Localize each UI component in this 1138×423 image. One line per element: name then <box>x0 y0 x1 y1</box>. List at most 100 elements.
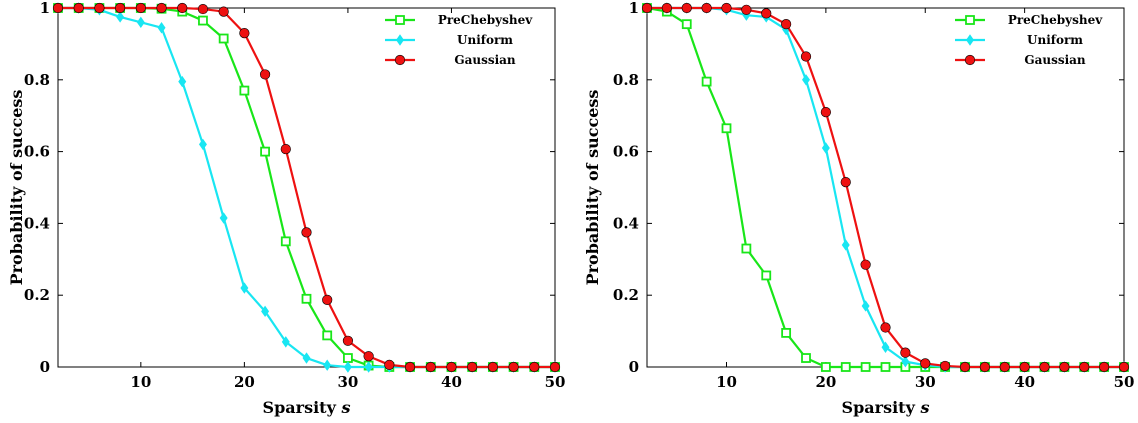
uniform-diamond-marker <box>364 361 373 373</box>
gaussian-circle-marker <box>701 2 712 14</box>
prechebyshev-square-marker <box>701 76 712 87</box>
prechebyshev-square-marker <box>198 15 208 26</box>
legend-label-prechebyshev: PreChebyshev <box>1008 13 1103 27</box>
gaussian-circle-marker <box>959 361 971 373</box>
y-tick-label: 0.8 <box>613 71 639 89</box>
uniform-diamond-marker <box>157 22 166 34</box>
y-tick-label: 1 <box>629 0 639 17</box>
chart-panel-1: 10 20 30 40 50 0 0.2 0.4 0.6 0.8 1 Sparsity s Probab… <box>7 0 565 417</box>
gaussian-circle-marker <box>259 69 271 80</box>
legend-entry-uniform: Uniform <box>385 33 513 47</box>
gaussian-circle-marker <box>860 259 871 270</box>
legend-gaussian-circle-marker <box>394 54 406 66</box>
uniform-diamond-marker <box>116 11 125 23</box>
uniform-diamond-marker <box>841 239 850 251</box>
y-tick-label: 0.4 <box>613 214 639 232</box>
gaussian-circle-marker <box>52 2 64 14</box>
gaussian-circle-marker <box>840 177 851 188</box>
uniform-diamond-marker <box>281 336 290 348</box>
uniform-diamond-marker <box>261 305 270 318</box>
gaussian-circle-marker <box>446 361 457 373</box>
prechebyshev-square-marker <box>239 85 250 96</box>
gaussian-circle-marker <box>467 361 478 373</box>
gaussian-circle-marker <box>761 8 772 19</box>
plot-frame <box>57 7 556 368</box>
gaussian-circle-marker <box>800 51 812 62</box>
gaussian-circle-marker <box>920 358 931 369</box>
legend-entry-prechebyshev: PreChebyshev <box>955 13 1103 27</box>
legend-label-gaussian: Gaussian <box>454 53 516 67</box>
chart-panel-2: 10 20 30 40 50 0 0.2 0.4 0.6 0.8 1 Sparsity s Probab… <box>583 0 1134 417</box>
gaussian-circle-marker <box>115 2 126 14</box>
prechebyshev-square-marker <box>721 123 732 134</box>
gaussian-circle-marker <box>301 227 312 238</box>
gaussian-circle-marker <box>404 361 416 373</box>
legend-label-prechebyshev: PreChebyshev <box>438 13 533 27</box>
prechebyshev-square-marker <box>260 146 270 157</box>
uniform-diamond-marker <box>802 74 810 86</box>
x-axis-label: Sparsity s <box>842 398 930 417</box>
uniform-diamond-marker <box>219 212 228 224</box>
prechebyshev-square-marker <box>840 362 851 372</box>
legend: PreChebyshev Uniform Gaussian <box>955 13 1103 67</box>
y-tick-label: 0.8 <box>24 71 50 89</box>
gaussian-circle-marker <box>1118 361 1130 373</box>
legend-label-gaussian: Gaussian <box>1024 53 1086 67</box>
prechebyshev-square-marker <box>880 362 891 372</box>
uniform-diamond-marker <box>240 282 249 294</box>
gaussian-circle-marker <box>342 335 354 346</box>
x-tick-label: 30 <box>915 373 936 391</box>
gaussian-circle-marker <box>781 19 792 30</box>
gaussian-circle-marker <box>508 361 519 373</box>
uniform-diamond-marker <box>198 138 207 151</box>
gaussian-circle-marker <box>425 361 436 373</box>
legend-prechebyshev-square-marker <box>395 15 405 25</box>
gaussian-circle-marker <box>979 361 990 373</box>
y-tick-label: 0.4 <box>24 214 50 232</box>
uniform-diamond-marker <box>178 75 187 88</box>
legend-entry-prechebyshev: PreChebyshev <box>385 13 533 27</box>
uniform-diamond-marker <box>136 16 145 29</box>
uniform-diamond-marker <box>343 361 352 373</box>
uniform-diamond-marker <box>901 355 910 368</box>
legend-gaussian-circle-marker <box>964 54 976 66</box>
legend-entry-gaussian: Gaussian <box>955 53 1086 67</box>
legend-uniform-diamond-marker <box>396 34 404 46</box>
y-axis-label: Probability of success <box>7 90 26 286</box>
gaussian-circle-marker <box>94 2 105 14</box>
gaussian-circle-marker <box>661 2 672 14</box>
gaussian-circle-marker <box>487 361 498 373</box>
x-tick-label: 40 <box>1014 373 1035 391</box>
x-tick-label: 30 <box>337 373 358 391</box>
prechebyshev-square-marker <box>801 353 811 363</box>
series-gaussian <box>52 2 561 373</box>
gaussian-circle-marker <box>177 2 188 14</box>
gaussian-circle-marker <box>1079 361 1090 373</box>
x-tick-label: 50 <box>1114 373 1135 391</box>
y-tick-label: 0.6 <box>24 143 50 161</box>
gaussian-circle-marker <box>156 2 167 14</box>
gaussian-circle-marker <box>218 6 229 17</box>
x-tick-label: 20 <box>815 373 836 391</box>
prechebyshev-square-marker <box>781 327 792 338</box>
uniform-diamond-marker <box>861 300 870 312</box>
y-tick-label: 0.2 <box>613 286 639 304</box>
gaussian-circle-marker <box>197 3 209 15</box>
gaussian-circle-marker <box>641 2 653 14</box>
x-tick-label: 10 <box>716 373 737 391</box>
gaussian-circle-marker <box>529 361 540 373</box>
gaussian-circle-marker <box>999 361 1010 373</box>
legend-entry-gaussian: Gaussian <box>385 53 516 67</box>
legend-uniform-diamond-marker <box>966 34 974 46</box>
x-axis-label: Sparsity s <box>263 398 351 417</box>
prechebyshev-square-marker <box>681 19 692 30</box>
prechebyshev-square-marker <box>343 353 353 363</box>
prechebyshev-square-marker <box>761 270 772 281</box>
prechebyshev-square-marker <box>741 243 752 254</box>
y-tick-label: 0 <box>40 358 50 376</box>
gaussian-circle-marker <box>280 143 291 155</box>
prechebyshev-square-marker <box>301 293 312 304</box>
legend-label-uniform: Uniform <box>1027 33 1083 47</box>
uniform-diamond-marker <box>881 341 890 353</box>
